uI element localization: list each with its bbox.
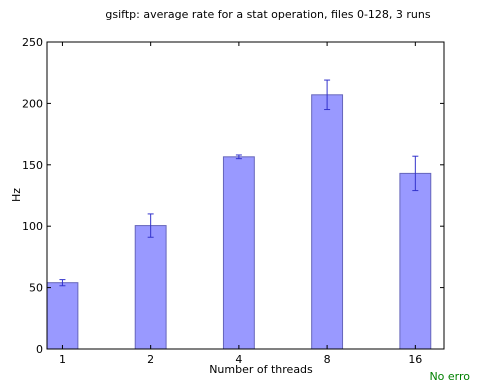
- x-tick-label-8: 8: [324, 353, 331, 366]
- plot-frame: [46, 41, 445, 350]
- y-tick-label-250: 250: [22, 36, 43, 49]
- x-axis-label: Number of threads: [209, 363, 313, 376]
- bar-8: [311, 94, 344, 350]
- y-axis-label: Hz: [10, 188, 23, 202]
- y-tick-label-0: 0: [36, 343, 43, 356]
- status-text: No erro: [429, 370, 470, 383]
- y-tick-label-50: 50: [29, 282, 43, 295]
- y-tick-label-150: 150: [22, 159, 43, 172]
- plot-area: 1 2 4 8 16 0 50 100 150 200 250: [22, 36, 445, 366]
- y-tick-label-200: 200: [22, 97, 43, 110]
- x-tick-label-4: 4: [235, 353, 242, 366]
- y-tick-label-100: 100: [22, 220, 43, 233]
- bar-16: [399, 172, 432, 350]
- x-tick-label-2: 2: [147, 353, 154, 366]
- chart-title: gsiftp: average rate for a stat operatio…: [105, 8, 430, 21]
- bar-1: [46, 282, 79, 350]
- bar-4: [222, 156, 255, 350]
- x-tick-label-16: 16: [408, 353, 422, 366]
- bar-2: [134, 225, 167, 350]
- x-tick-label-1: 1: [59, 353, 66, 366]
